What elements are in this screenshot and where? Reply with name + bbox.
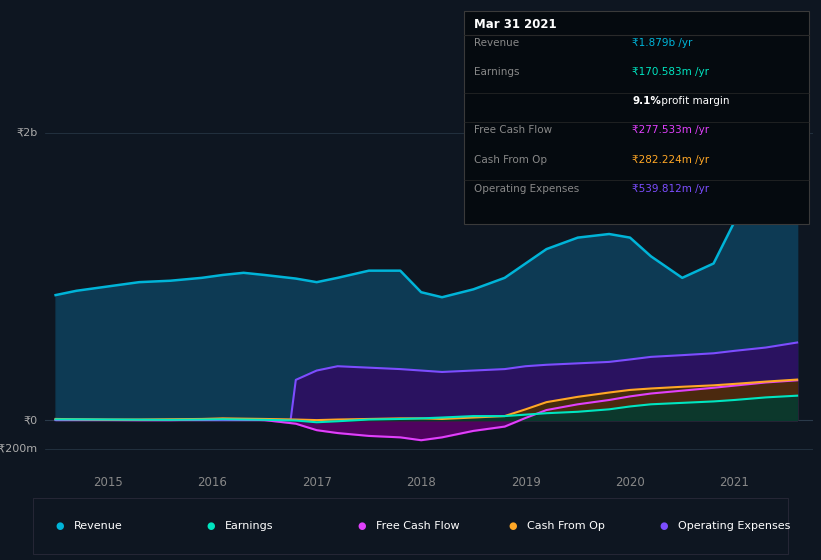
Text: Earnings: Earnings	[474, 67, 519, 77]
Text: -₹200m: -₹200m	[0, 444, 38, 454]
Text: ₹2b: ₹2b	[16, 128, 38, 138]
Text: ₹282.224m /yr: ₹282.224m /yr	[632, 155, 709, 165]
Text: ●: ●	[660, 521, 668, 531]
Text: ₹0: ₹0	[23, 415, 38, 425]
Text: ₹277.533m /yr: ₹277.533m /yr	[632, 125, 709, 136]
Text: 9.1%: 9.1%	[632, 96, 661, 106]
Text: Operating Expenses: Operating Expenses	[678, 521, 790, 531]
Text: Cash From Op: Cash From Op	[527, 521, 604, 531]
Text: Mar 31 2021: Mar 31 2021	[474, 18, 557, 31]
Text: ₹1.879b /yr: ₹1.879b /yr	[632, 38, 693, 48]
Text: ●: ●	[509, 521, 517, 531]
Text: ₹170.583m /yr: ₹170.583m /yr	[632, 67, 709, 77]
Text: ₹539.812m /yr: ₹539.812m /yr	[632, 184, 709, 194]
Text: profit margin: profit margin	[658, 96, 730, 106]
Text: Free Cash Flow: Free Cash Flow	[474, 125, 552, 136]
Text: Free Cash Flow: Free Cash Flow	[376, 521, 459, 531]
Text: ●: ●	[207, 521, 215, 531]
Text: Cash From Op: Cash From Op	[474, 155, 547, 165]
Text: Earnings: Earnings	[225, 521, 273, 531]
Text: ●: ●	[358, 521, 366, 531]
Text: ●: ●	[56, 521, 64, 531]
Text: Operating Expenses: Operating Expenses	[474, 184, 579, 194]
Text: Revenue: Revenue	[74, 521, 122, 531]
Text: Revenue: Revenue	[474, 38, 519, 48]
